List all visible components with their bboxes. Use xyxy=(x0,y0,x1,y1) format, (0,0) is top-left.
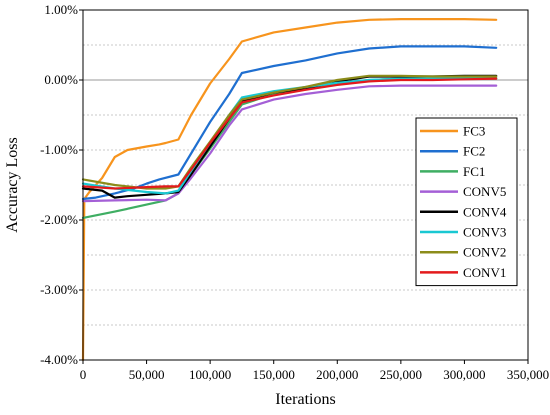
plot-frame xyxy=(82,9,529,361)
axes xyxy=(79,9,529,364)
series-line-conv1 xyxy=(81,77,498,190)
legend-label-conv3: CONV3 xyxy=(463,225,506,240)
x-tick-label: 100,000 xyxy=(189,367,231,382)
legend: FC3 FC2 FC1 CONV5 CONV4 CONV3 CONV2 CONV1 xyxy=(415,117,518,287)
legend-label-fc1: FC1 xyxy=(463,164,485,179)
legend-box xyxy=(415,117,518,287)
series-line-conv2 xyxy=(81,74,498,190)
legend-label-fc2: FC2 xyxy=(463,144,485,159)
legend-label-conv5: CONV5 xyxy=(463,184,506,199)
x-tick-label: 250,000 xyxy=(380,367,422,382)
legend-label-conv1: CONV1 xyxy=(463,265,506,280)
x-axis-title: Iterations xyxy=(275,391,335,408)
series-line-conv5 xyxy=(81,84,498,203)
y-tick-label: -2.00% xyxy=(40,212,78,227)
y-tick-label: 0.00% xyxy=(44,72,78,87)
tick-labels: 0 50,000 100,000 150,000 200,000 250,000 300,0… xyxy=(40,2,549,382)
legend-label-fc3: FC3 xyxy=(463,124,485,139)
y-tick-label: -1.00% xyxy=(40,142,78,157)
series-lines xyxy=(81,18,498,362)
y-axis-title: Accuracy Loss xyxy=(4,137,21,233)
legend-label-conv4: CONV4 xyxy=(463,204,507,219)
y-tick-label: 1.00% xyxy=(44,2,78,17)
y-tick-label: -4.00% xyxy=(40,352,78,367)
x-tick-label: 150,000 xyxy=(253,367,295,382)
x-tick-label: 300,000 xyxy=(443,367,485,382)
x-tick-label: 50,000 xyxy=(129,367,165,382)
x-tick-label: 350,000 xyxy=(507,367,549,382)
series-line-fc3 xyxy=(81,18,498,362)
series-line-conv3 xyxy=(81,76,498,195)
x-tick-label: 0 xyxy=(80,367,87,382)
x-tick-label: 200,000 xyxy=(316,367,358,382)
legend-label-conv2: CONV2 xyxy=(463,245,506,260)
y-tick-label: -3.00% xyxy=(40,282,78,297)
